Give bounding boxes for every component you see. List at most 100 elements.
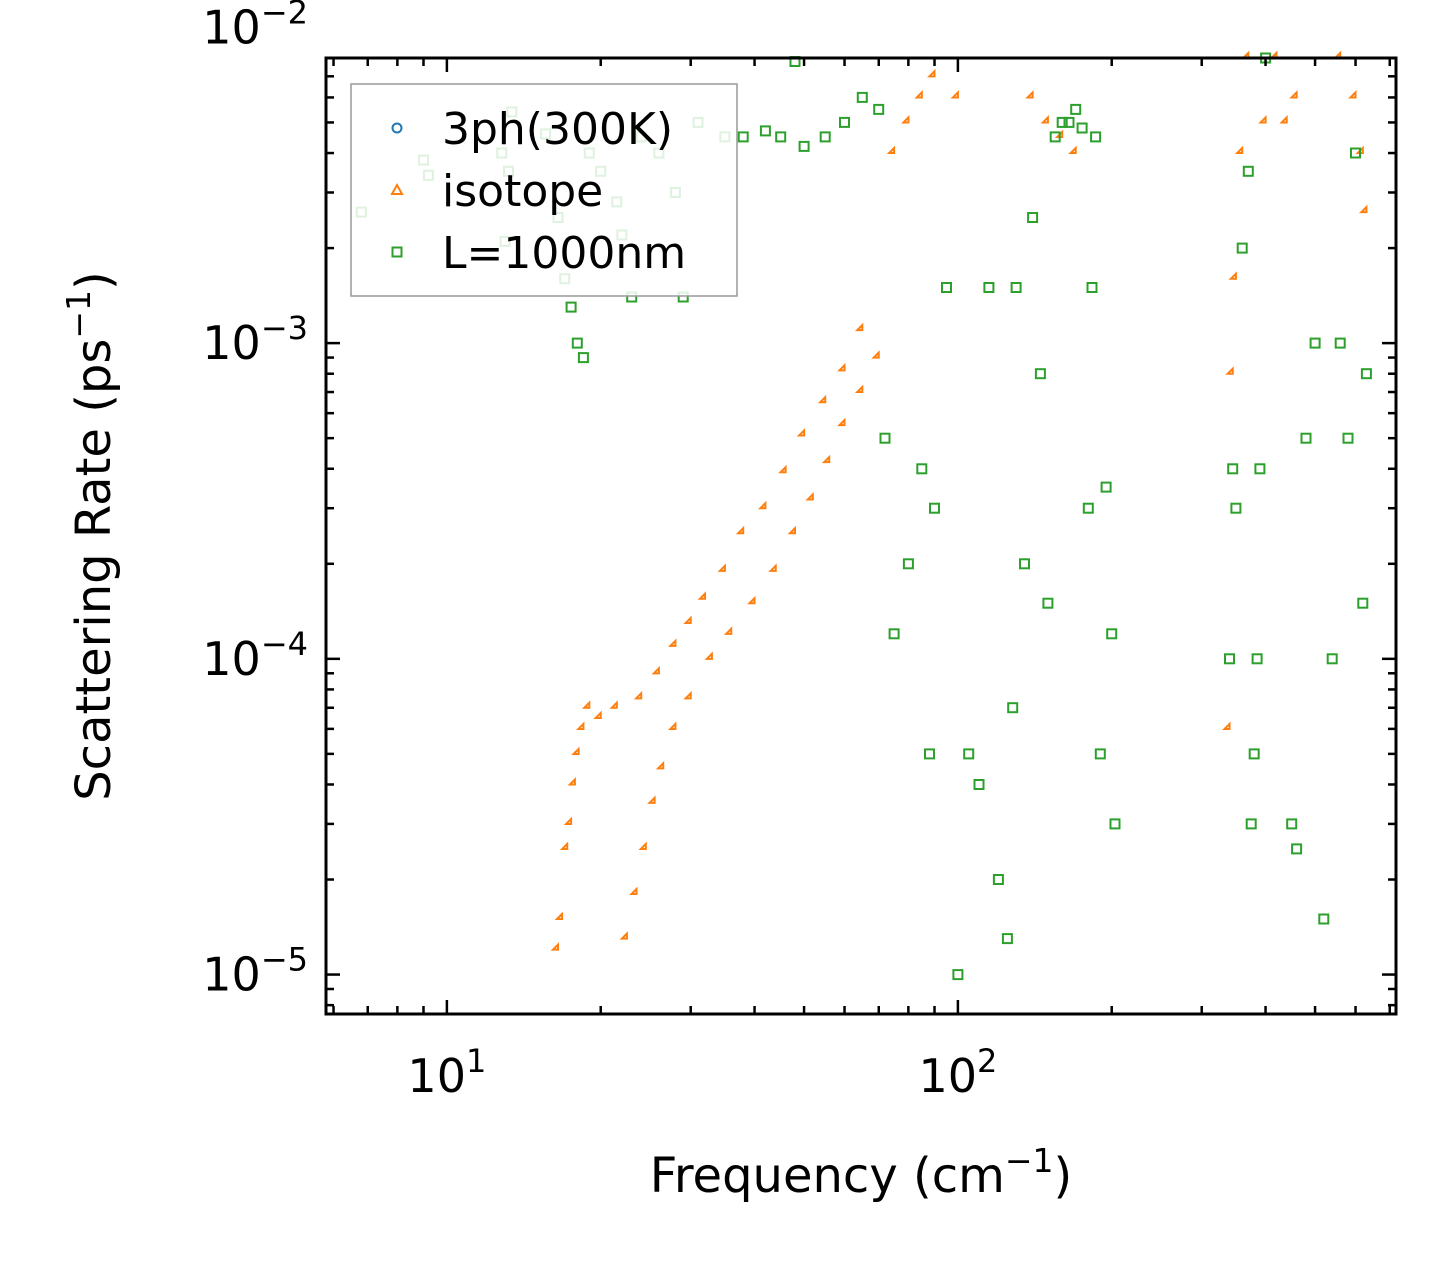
data-point-1-20 (717, 563, 726, 572)
plot-frame (324, 56, 1398, 1016)
data-point-2-35 (856, 91, 868, 103)
data-point-1-17 (667, 638, 677, 647)
data-point-1-2 (559, 841, 569, 850)
data-point-1-9 (609, 700, 618, 709)
data-point-2-76 (1254, 463, 1266, 475)
data-point-1-22 (757, 500, 767, 510)
data-point-1-19 (697, 591, 707, 600)
data-point-1-23 (778, 464, 787, 474)
x-tick-label-1: 102 (918, 1042, 997, 1103)
y-tick-label-0: 10−5 (202, 941, 308, 1002)
data-point-2-85 (1326, 653, 1338, 665)
data-point-1-15 (633, 690, 643, 700)
data-point-1-72 (1258, 114, 1267, 124)
data-point-2-63 (1090, 131, 1102, 143)
data-point-2-69 (1227, 463, 1239, 475)
legend-box (350, 83, 738, 297)
data-point-2-43 (941, 282, 952, 293)
data-point-1-65 (1225, 366, 1234, 375)
data-point-1-43 (927, 68, 936, 78)
data-point-1-74 (1279, 114, 1288, 124)
data-point-2-83 (1309, 337, 1321, 349)
legend-label-1: isotope (442, 166, 603, 217)
data-point-2-90 (1360, 368, 1372, 380)
data-point-2-72 (1242, 165, 1254, 177)
data-point-2-52 (1019, 558, 1030, 570)
data-point-1-33 (768, 563, 777, 572)
data-point-1-26 (837, 362, 846, 372)
data-point-1-5 (571, 746, 580, 755)
data-point-2-57 (1056, 116, 1068, 128)
data-point-1-31 (723, 626, 733, 635)
data-point-2-46 (973, 779, 985, 790)
legend-marker-square (391, 246, 403, 258)
data-point-2-66 (1106, 628, 1118, 640)
data-point-1-1 (554, 911, 564, 921)
series-triangle (550, 50, 1368, 951)
data-point-2-42 (929, 502, 940, 514)
data-point-1-7 (581, 700, 591, 709)
data-point-1-54 (1040, 114, 1049, 124)
data-point-2-49 (1001, 933, 1013, 945)
data-point-1-41 (900, 114, 910, 124)
data-point-1-25 (817, 394, 827, 404)
data-point-1-24 (796, 427, 806, 437)
data-point-1-38 (854, 384, 864, 394)
data-point-1-13 (647, 795, 656, 804)
data-point-1-35 (805, 491, 814, 501)
data-point-2-84 (1318, 913, 1330, 925)
y-tick-label-1: 10−4 (202, 625, 308, 686)
data-point-2-41 (924, 748, 935, 760)
data-point-2-10 (565, 301, 577, 313)
data-point-2-88 (1350, 147, 1361, 159)
data-point-1-16 (651, 665, 660, 675)
data-point-1-27 (854, 322, 864, 332)
data-point-2-65 (1100, 481, 1112, 493)
data-point-2-38 (888, 628, 900, 640)
data-point-2-67 (1109, 818, 1121, 830)
data-point-1-40 (886, 145, 896, 155)
data-point-2-12 (577, 352, 589, 364)
data-point-1-34 (787, 525, 797, 535)
y-tick-label-2: 10−3 (202, 309, 308, 370)
x-tick-label-0: 101 (407, 1042, 486, 1103)
data-point-1-8 (593, 710, 602, 719)
legend-marker-circle (391, 122, 403, 134)
data-point-2-87 (1342, 432, 1354, 444)
data-point-2-45 (963, 748, 975, 760)
data-point-1-45 (950, 89, 959, 99)
data-point-2-59 (1070, 103, 1082, 115)
data-point-1-37 (837, 417, 846, 427)
data-point-1-67 (1234, 145, 1244, 155)
data-point-2-51 (1010, 282, 1022, 293)
data-point-1-66 (1228, 271, 1237, 280)
data-point-1-11 (629, 886, 638, 896)
x-axis-label: Frequency (cm−1) (650, 1141, 1073, 1204)
data-point-2-54 (1034, 368, 1046, 380)
data-point-2-34 (839, 116, 850, 128)
data-point-2-32 (798, 140, 810, 152)
data-point-1-12 (638, 841, 647, 850)
data-point-2-73 (1245, 818, 1257, 830)
legend-marker-triangle (390, 182, 404, 195)
data-point-2-74 (1248, 748, 1260, 760)
data-point-2-30 (775, 131, 787, 143)
data-point-2-39 (902, 558, 914, 570)
data-point-2-71 (1236, 242, 1248, 254)
data-point-1-42 (914, 89, 923, 99)
data-point-2-60 (1076, 122, 1088, 134)
data-point-2-40 (916, 463, 928, 475)
data-point-1-21 (735, 525, 745, 535)
data-point-1-6 (575, 721, 585, 730)
data-point-1-3 (563, 816, 573, 825)
legend-label-2: L=1000nm (442, 228, 686, 279)
data-point-2-37 (879, 432, 891, 444)
data-point-2-89 (1357, 597, 1369, 609)
data-point-2-64 (1094, 748, 1106, 760)
data-point-2-58 (1063, 116, 1075, 128)
data-point-1-30 (704, 651, 713, 660)
data-point-2-61 (1082, 502, 1094, 514)
data-point-2-75 (1251, 653, 1263, 665)
